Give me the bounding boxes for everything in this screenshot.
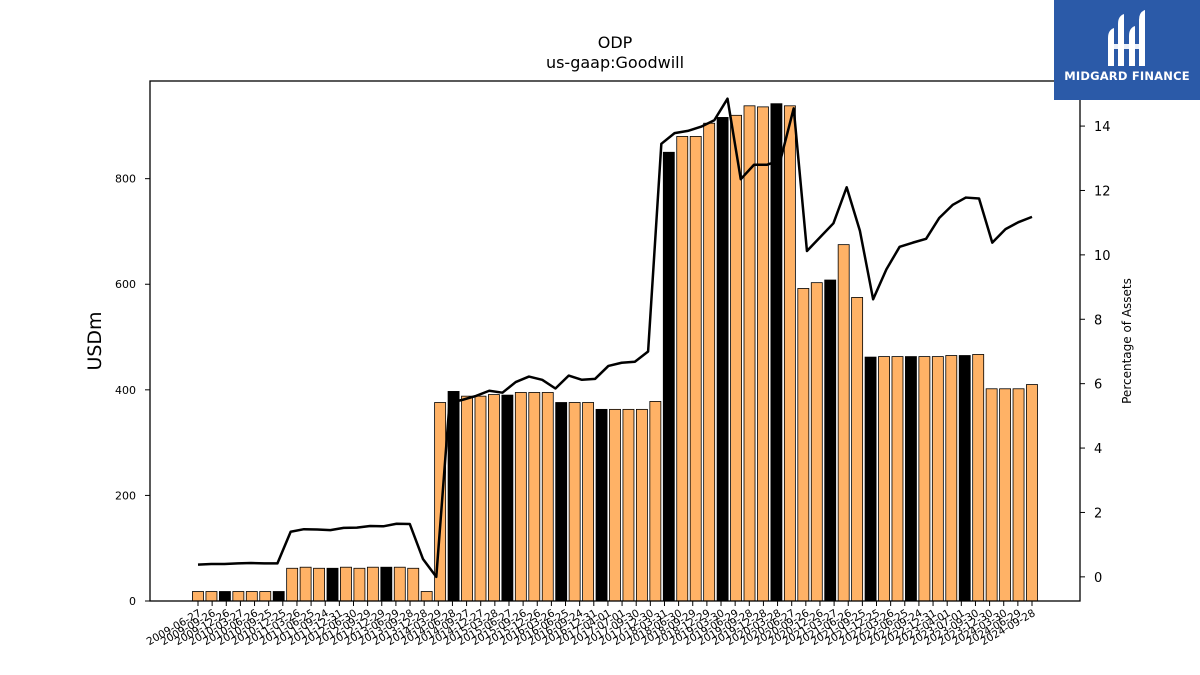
bar — [461, 395, 473, 602]
bar — [366, 566, 379, 602]
bar — [541, 392, 554, 602]
y2-tick-label: 10 — [1094, 249, 1111, 264]
bar — [837, 244, 850, 602]
bar — [380, 566, 393, 602]
bar — [810, 282, 823, 602]
midgard-logo-icon — [1108, 10, 1145, 66]
y-axis-left: 0 200 400 600 800 — [115, 173, 150, 608]
bar — [259, 591, 272, 602]
bar — [555, 402, 568, 602]
bar — [972, 354, 985, 602]
bar — [635, 408, 648, 602]
bar — [286, 567, 299, 602]
y2-axis-label: Percentage of Assets — [1120, 278, 1134, 404]
bar — [797, 288, 810, 602]
y-tick-label: 600 — [115, 278, 136, 291]
y2-tick-label: 14 — [1094, 120, 1111, 135]
y-tick-label: 0 — [129, 595, 136, 608]
y-tick-label: 200 — [115, 489, 136, 502]
bar — [245, 591, 258, 602]
bar — [757, 106, 769, 602]
bar — [770, 103, 783, 602]
bar — [958, 355, 971, 602]
bar — [783, 105, 796, 602]
plot-frame — [149, 80, 1081, 602]
bar — [313, 567, 325, 602]
bar — [716, 117, 729, 602]
bars-group — [192, 103, 1038, 602]
bar — [272, 591, 285, 602]
bar — [730, 114, 742, 602]
logo-text: MIDGARD FINANCE — [1064, 69, 1190, 83]
bar — [353, 567, 366, 602]
bar — [393, 566, 406, 602]
bar — [501, 394, 514, 602]
chart-title: ODP — [598, 33, 633, 52]
bar — [999, 388, 1012, 602]
y2-tick-label: 4 — [1094, 442, 1102, 457]
bar — [864, 356, 877, 602]
bar — [609, 408, 621, 602]
bar — [703, 122, 716, 602]
chart-subtitle: us-gaap:Goodwill — [546, 53, 684, 72]
y-axis-label: USDm — [84, 311, 106, 370]
bar — [931, 356, 944, 602]
y2-tick-label: 8 — [1094, 313, 1102, 328]
bar — [918, 356, 931, 602]
bar — [905, 356, 917, 602]
y2-tick-label: 6 — [1094, 378, 1102, 393]
y-tick-label: 400 — [115, 384, 136, 397]
bar — [582, 402, 595, 602]
y-tick-label: 800 — [115, 173, 136, 186]
bar — [676, 136, 689, 602]
bar — [326, 567, 339, 602]
bar — [218, 591, 231, 602]
bar — [514, 392, 527, 602]
bar — [474, 395, 487, 602]
midgard-finance-logo: MIDGARD FINANCE — [1054, 0, 1200, 100]
bar — [340, 566, 352, 602]
bar — [447, 391, 460, 602]
bar — [232, 591, 245, 602]
bar — [622, 408, 635, 602]
bar — [299, 566, 312, 602]
bar — [1026, 384, 1038, 602]
bar — [407, 567, 420, 602]
bar — [851, 297, 864, 602]
bar — [689, 136, 702, 602]
bar — [192, 591, 204, 602]
x-axis: 2009-06-272009-09-262009-12-262010-03-27… — [145, 601, 1038, 648]
percentage-line — [197, 97, 1033, 579]
bar — [743, 105, 756, 602]
y2-tick-label: 0 — [1094, 571, 1102, 586]
bar — [649, 401, 662, 602]
bar — [985, 388, 998, 602]
bar — [662, 151, 675, 602]
y2-tick-label: 12 — [1094, 184, 1111, 199]
bar — [891, 356, 904, 602]
bar — [945, 355, 958, 602]
bar — [1012, 388, 1025, 602]
y2-tick-label: 2 — [1094, 506, 1102, 521]
bar — [595, 408, 608, 602]
bar — [568, 402, 581, 602]
bar — [420, 591, 433, 602]
bar — [205, 591, 218, 602]
bar — [878, 356, 890, 602]
y-axis-right: 0 2 4 6 8 10 12 14 — [1080, 120, 1111, 586]
bar — [488, 394, 500, 602]
bar — [824, 279, 837, 602]
bar — [528, 392, 541, 602]
